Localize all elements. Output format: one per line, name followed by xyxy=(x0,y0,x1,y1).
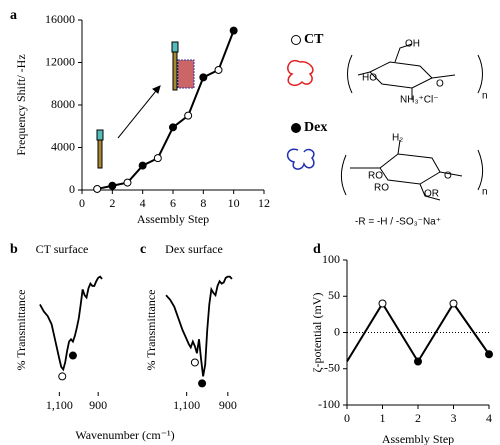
y-axis-label: Frequency Shift/ -Hz xyxy=(14,54,28,155)
atom: NH₃⁺Cl⁻ xyxy=(400,95,439,106)
atom: RO xyxy=(368,171,383,182)
x-tick-label: 10 xyxy=(228,196,240,210)
atom: RO xyxy=(374,183,389,194)
marker xyxy=(214,65,223,74)
marker xyxy=(184,111,193,120)
bracket xyxy=(341,149,483,196)
marker xyxy=(378,299,387,308)
structures xyxy=(286,35,483,201)
x-axis-label: Assembly Step xyxy=(382,432,454,445)
y-tick-label: 8000 xyxy=(51,97,75,111)
y-tick-label: 12000 xyxy=(45,54,75,68)
x-tick-label: 6 xyxy=(170,196,176,210)
panel-letter: d xyxy=(313,242,321,257)
bonds xyxy=(357,43,456,100)
x-tick-label: 0 xyxy=(344,411,350,425)
y-axis-label: ζ-potential (mV) xyxy=(310,293,324,373)
atom: OR xyxy=(424,189,439,200)
y-tick-label: 0 xyxy=(69,182,75,196)
atom: OH xyxy=(405,39,420,50)
bracket xyxy=(347,54,483,94)
x-tick-label: 900 xyxy=(89,398,107,412)
y-tick-label: 100 xyxy=(322,252,340,266)
panel-letter: a xyxy=(10,8,17,23)
y-tick-label: -50 xyxy=(324,361,340,375)
y-tick-label: 0 xyxy=(334,324,340,338)
sensor xyxy=(171,41,179,53)
y-tick-label: 16000 xyxy=(45,12,75,26)
x-tick-label: 1 xyxy=(380,411,386,425)
panel-letter: b xyxy=(10,242,18,257)
panel-letter: c xyxy=(140,242,146,257)
x-tick-label: 1,100 xyxy=(173,398,200,412)
y-tick-label: 50 xyxy=(328,288,340,302)
marker xyxy=(169,123,177,132)
ct-label: CT xyxy=(304,32,324,47)
marker xyxy=(108,181,117,190)
x-tick-label: 2 xyxy=(415,411,421,425)
x-axis-label: Assembly Step xyxy=(137,212,209,226)
marker xyxy=(198,379,207,388)
marker xyxy=(414,357,422,366)
data-line xyxy=(96,30,235,190)
ct-coil xyxy=(287,59,314,86)
x-tick-label: 3 xyxy=(451,411,457,425)
sensor xyxy=(172,51,178,91)
qcm-insets xyxy=(96,41,195,169)
panel-title: CT surface xyxy=(36,242,89,256)
sensor xyxy=(96,129,104,141)
atom: H₂ xyxy=(392,133,403,144)
marker xyxy=(93,184,102,193)
x-tick-label: 8 xyxy=(200,196,206,210)
atom: HO xyxy=(362,73,377,84)
dex-label: Dex xyxy=(304,120,327,135)
data-line xyxy=(165,275,233,377)
x-tick-label: 1,100 xyxy=(46,398,73,412)
sensor xyxy=(97,139,103,169)
marker xyxy=(229,26,238,35)
marker xyxy=(190,358,199,367)
marker xyxy=(449,299,458,308)
multilayer xyxy=(177,59,195,89)
marker xyxy=(138,161,147,170)
x-tick-label: 4 xyxy=(140,196,146,210)
arrow xyxy=(117,85,161,139)
marker xyxy=(153,154,162,163)
marker xyxy=(199,73,208,82)
ring xyxy=(369,61,433,89)
marker xyxy=(123,178,132,187)
ring xyxy=(379,153,441,185)
y-tick-label: -100 xyxy=(318,397,340,411)
x-tick-label: 900 xyxy=(219,398,237,412)
x-tick-label: 0 xyxy=(79,196,85,210)
x-tick-label: 2 xyxy=(109,196,115,210)
x-tick-label: 12 xyxy=(258,196,270,210)
x-tick-label: 4 xyxy=(486,411,492,425)
atom: O xyxy=(444,171,452,182)
atom: n xyxy=(482,91,488,102)
y-tick-label: 4000 xyxy=(51,139,75,153)
marker xyxy=(68,351,77,360)
marker xyxy=(58,372,67,381)
panel-title: Dex surface xyxy=(165,242,223,256)
bonds xyxy=(350,139,463,201)
marker xyxy=(485,350,493,359)
dex-coil xyxy=(286,148,315,170)
arrow-head xyxy=(152,85,161,94)
substituent-note: -R = -H / -SO₃⁻Na⁺ xyxy=(355,217,441,228)
dex-symbol xyxy=(291,123,301,133)
atom: n xyxy=(482,187,488,198)
atom: O xyxy=(436,79,444,90)
x-axis-label: Wavenumber (cm⁻¹) xyxy=(75,428,174,442)
data-line xyxy=(39,275,103,372)
y-axis-label: % Transmittance xyxy=(14,290,28,371)
ct-symbol xyxy=(291,35,301,45)
y-axis-label: % Transmittance xyxy=(144,290,158,371)
